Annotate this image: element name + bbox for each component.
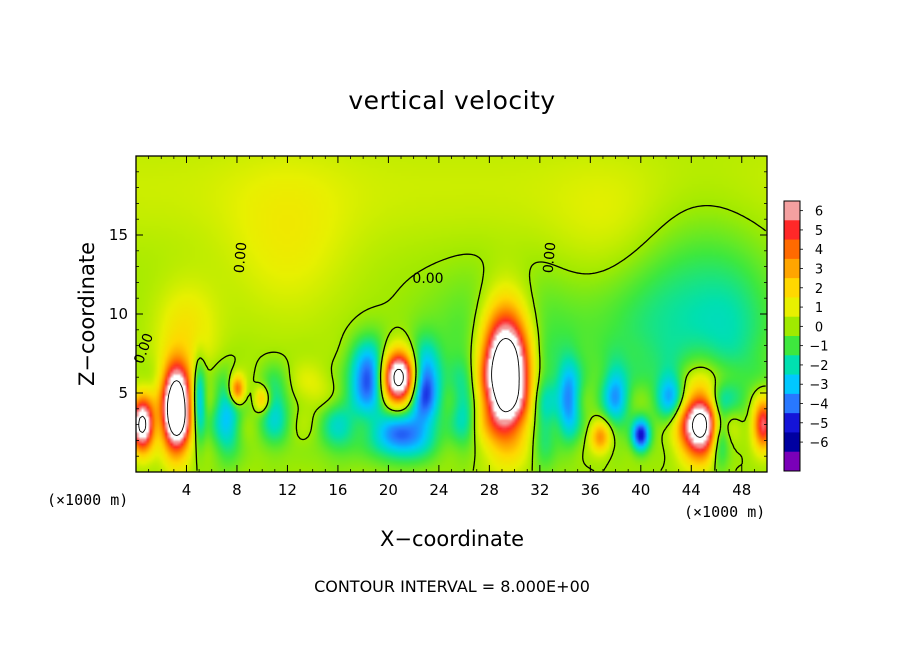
colorbar-swatch xyxy=(784,451,800,472)
x-tick-label: 32 xyxy=(530,481,549,499)
y-tick-label: 15 xyxy=(109,226,128,244)
colorbar-tick-label: −4 xyxy=(809,398,828,413)
contour-plus8 xyxy=(138,337,708,438)
x-tick-label: 8 xyxy=(232,481,242,499)
colorbar-tick-label: 6 xyxy=(815,205,823,220)
colorbar-swatch xyxy=(784,220,800,241)
x-unit-label-right: (×1000 m) xyxy=(684,503,766,521)
x-tick-label: 4 xyxy=(182,481,192,499)
colorbar-swatch xyxy=(784,432,800,453)
colorbar-tick-label: −5 xyxy=(809,417,828,432)
colorbar-swatch xyxy=(784,413,800,433)
colorbar-tick-label: 0 xyxy=(815,320,823,335)
colorbar-tick-label: 1 xyxy=(815,301,823,316)
colorbar-swatch xyxy=(784,355,800,376)
x-tick-label: 28 xyxy=(480,481,499,499)
colorbar-tick-label: 5 xyxy=(815,224,823,239)
colorbar-tick-label: 3 xyxy=(815,263,823,278)
colorbar-tick-label: 2 xyxy=(815,282,823,297)
x-tick-label: 36 xyxy=(581,481,600,499)
colorbar: 6 5 4 3 2 1 0 −1 −2 −3 −4 −5 −6 xyxy=(783,200,829,472)
contour-zero-path xyxy=(193,204,767,472)
x-tick-label: 20 xyxy=(379,481,398,499)
y-tick-label: 5 xyxy=(118,384,128,402)
colorbar-swatch xyxy=(784,258,800,279)
heatmap-field xyxy=(136,156,767,472)
colorbar-swatch xyxy=(784,336,800,356)
x-tick-label: 24 xyxy=(429,481,448,499)
y-tick-label: 10 xyxy=(109,305,128,323)
x-axis-ticks: 4 8 12 16 20 24 28 32 36 40 44 48 xyxy=(148,156,755,499)
colorbar-tick-label: −2 xyxy=(809,359,828,374)
colorbar-swatch xyxy=(784,316,800,337)
contour-interval-note: CONTOUR INTERVAL = 8.000E+00 xyxy=(314,577,590,596)
x-axis-label: X−coordinate xyxy=(380,527,524,551)
x-tick-label: 16 xyxy=(328,481,347,499)
colorbar-tick-label: −6 xyxy=(809,436,828,451)
x-tick-label: 48 xyxy=(732,481,751,499)
contour-plus8-path xyxy=(138,337,708,438)
x-tick-label: 12 xyxy=(278,481,297,499)
colorbar-tick-label: −3 xyxy=(809,378,828,393)
x-tick-label: 44 xyxy=(682,481,701,499)
x-unit-label-left: (×1000 m) xyxy=(47,491,129,509)
colorbar-tick-label: 4 xyxy=(815,243,823,258)
chart-title: vertical velocity xyxy=(348,86,556,115)
colorbar-frame xyxy=(783,200,801,472)
y-axis-ticks: 5 10 15 xyxy=(109,171,767,457)
colorbar-swatch xyxy=(784,393,800,414)
contour-zero xyxy=(193,204,767,472)
colorbar-swatch xyxy=(784,201,800,221)
colorbar-swatch xyxy=(784,297,800,318)
colorbar-swatch xyxy=(784,239,800,260)
colorbar-tick-label: −1 xyxy=(809,340,828,355)
contour-label: 0.00 xyxy=(412,271,443,287)
contour-label: 0.00 xyxy=(541,241,560,273)
colorbar-swatch xyxy=(784,374,800,395)
contour-label: 0.00 xyxy=(232,241,251,273)
x-tick-label: 40 xyxy=(631,481,650,499)
colorbar-swatch xyxy=(784,278,800,298)
